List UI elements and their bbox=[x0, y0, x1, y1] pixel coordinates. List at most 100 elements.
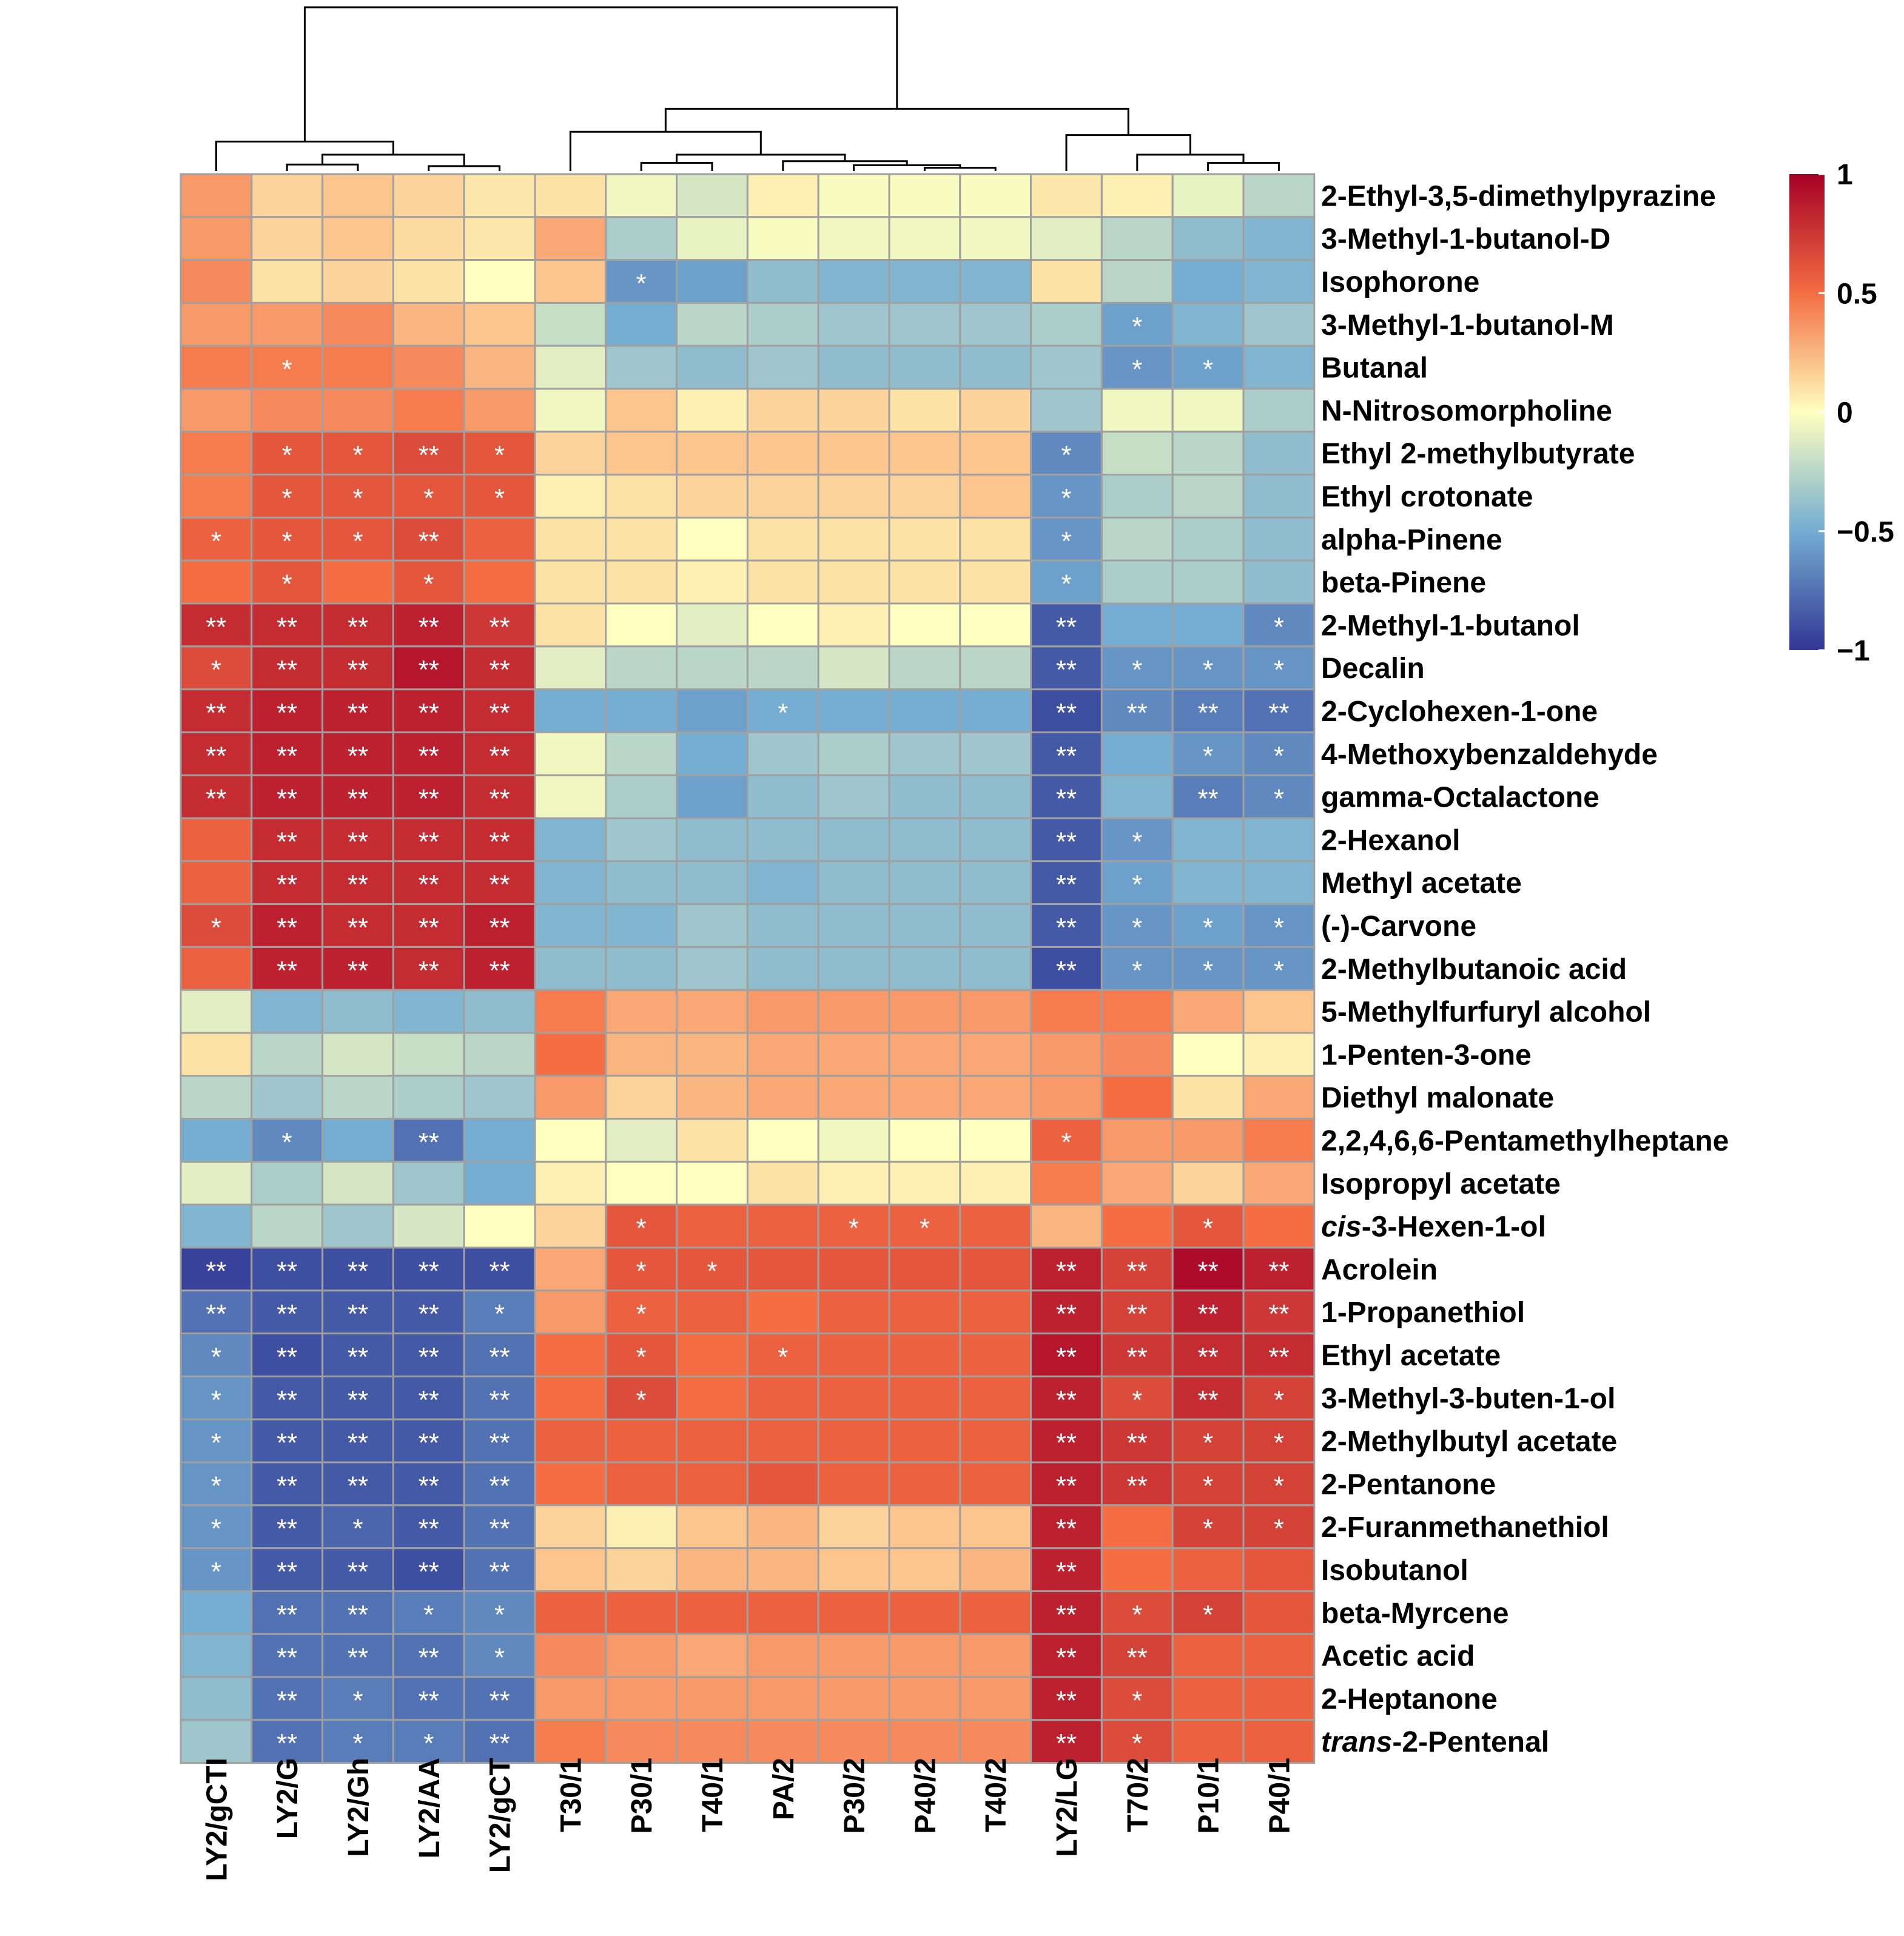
heatmap-cell bbox=[605, 1590, 678, 1635]
heatmap-cell bbox=[676, 774, 748, 819]
heatmap-cell bbox=[534, 431, 607, 476]
heatmap-cell bbox=[1242, 516, 1316, 562]
heatmap-cell bbox=[534, 1719, 607, 1764]
heatmap-cell bbox=[1242, 1118, 1316, 1163]
significance-mark: ** bbox=[1127, 1643, 1148, 1673]
column-label: PA/2 bbox=[768, 1758, 800, 1820]
significance-mark: ** bbox=[419, 655, 439, 685]
heatmap-cell bbox=[746, 989, 819, 1034]
heatmap-cell bbox=[392, 602, 465, 648]
heatmap-cell bbox=[321, 1547, 394, 1592]
heatmap-cell bbox=[1030, 1118, 1103, 1163]
heatmap-cell bbox=[1100, 688, 1174, 733]
significance-mark: ** bbox=[277, 1729, 297, 1758]
significance-mark: * bbox=[1203, 741, 1213, 771]
heatmap-cell bbox=[817, 1075, 890, 1120]
heatmap-cell bbox=[534, 345, 607, 390]
heatmap-cell bbox=[1030, 388, 1103, 433]
heatmap-cell bbox=[676, 1590, 748, 1635]
significance-mark: ** bbox=[1127, 1471, 1148, 1501]
heatmap-cell bbox=[959, 1590, 1032, 1635]
heatmap-cell bbox=[321, 1160, 394, 1206]
significance-mark: ** bbox=[1056, 698, 1077, 728]
significance-mark: ** bbox=[489, 1514, 510, 1544]
significance-mark: * bbox=[1132, 956, 1142, 986]
heatmap-cell bbox=[534, 388, 607, 433]
heatmap-cell bbox=[1242, 1418, 1316, 1464]
heatmap-cell bbox=[321, 259, 394, 304]
heatmap-cell bbox=[180, 559, 253, 605]
significance-mark: * bbox=[1274, 1471, 1284, 1501]
heatmap-cell bbox=[534, 1461, 607, 1507]
heatmap-cell bbox=[605, 1418, 678, 1464]
significance-mark: ** bbox=[1056, 1686, 1077, 1715]
heatmap-cell bbox=[817, 216, 890, 261]
significance-mark: ** bbox=[419, 956, 439, 986]
heatmap-cell bbox=[746, 1333, 819, 1377]
heatmap-cell bbox=[888, 1676, 961, 1721]
row-label: Diethyl malonate bbox=[1321, 1082, 1554, 1114]
heatmap-cell bbox=[1171, 1676, 1245, 1721]
heatmap-cell bbox=[959, 1461, 1032, 1507]
heatmap-cell bbox=[746, 1075, 819, 1120]
significance-mark: ** bbox=[1197, 698, 1218, 728]
heatmap-cell bbox=[1242, 645, 1316, 691]
heatmap-cell bbox=[534, 774, 607, 819]
heatmap-cell bbox=[463, 989, 536, 1034]
column-dendrogram-branch bbox=[1207, 162, 1280, 171]
heatmap-cell bbox=[463, 1160, 536, 1206]
heatmap-cell bbox=[888, 1075, 961, 1120]
row-label: Decalin bbox=[1321, 653, 1425, 685]
heatmap-cell bbox=[746, 173, 819, 218]
heatmap-cell bbox=[392, 1504, 465, 1550]
heatmap-cell bbox=[1171, 516, 1245, 562]
heatmap-cell bbox=[463, 559, 536, 605]
heatmap-cell bbox=[888, 1375, 961, 1420]
heatmap-cell bbox=[817, 173, 890, 218]
column-label: LY2/Gh bbox=[343, 1758, 375, 1857]
heatmap-cell bbox=[321, 388, 394, 433]
heatmap-cell bbox=[676, 1547, 748, 1592]
significance-mark: ** bbox=[1127, 1428, 1148, 1458]
heatmap-cell bbox=[888, 1633, 961, 1678]
heatmap-cell bbox=[534, 259, 607, 304]
row-label: Isophorone bbox=[1321, 266, 1479, 298]
significance-mark: * bbox=[1061, 440, 1071, 470]
heatmap-cell bbox=[1171, 1289, 1245, 1335]
heatmap-cell bbox=[605, 989, 678, 1034]
heatmap-cell bbox=[1171, 301, 1245, 347]
heatmap-cell bbox=[1242, 259, 1316, 304]
significance-mark: ** bbox=[489, 1557, 510, 1587]
significance-mark: * bbox=[1203, 1471, 1213, 1501]
heatmap-cell bbox=[251, 216, 324, 261]
heatmap-cell bbox=[1030, 989, 1103, 1034]
heatmap-cell bbox=[180, 216, 253, 261]
significance-mark: * bbox=[1132, 870, 1142, 899]
heatmap-cell bbox=[1100, 474, 1174, 519]
heatmap-cell bbox=[251, 388, 324, 433]
row-label: 2-Methylbutyl acetate bbox=[1321, 1426, 1617, 1458]
significance-mark: * bbox=[494, 1600, 505, 1630]
significance-mark: ** bbox=[1056, 1729, 1077, 1758]
heatmap-cell bbox=[1030, 1418, 1103, 1464]
significance-mark: * bbox=[423, 483, 434, 513]
significance-mark: * bbox=[282, 355, 292, 385]
heatmap-cell bbox=[1242, 1289, 1316, 1335]
heatmap-cell bbox=[321, 474, 394, 519]
significance-mark: ** bbox=[419, 1643, 439, 1673]
significance-mark: ** bbox=[1056, 612, 1077, 642]
heatmap-cell bbox=[959, 817, 1032, 862]
column-label: LY2/gCT bbox=[485, 1758, 517, 1873]
heatmap-cell bbox=[676, 1461, 748, 1507]
heatmap-cell bbox=[251, 1461, 324, 1507]
significance-mark: ** bbox=[419, 440, 439, 470]
heatmap-cell bbox=[1030, 1590, 1103, 1635]
heatmap-cell bbox=[605, 516, 678, 562]
heatmap-cell bbox=[1030, 559, 1103, 605]
significance-mark: ** bbox=[489, 913, 510, 943]
heatmap-cell bbox=[392, 1633, 465, 1678]
column-dendrogram bbox=[215, 6, 1280, 171]
heatmap-cell bbox=[463, 1461, 536, 1507]
significance-mark: * bbox=[1274, 913, 1284, 943]
heatmap-cell bbox=[1171, 860, 1245, 906]
